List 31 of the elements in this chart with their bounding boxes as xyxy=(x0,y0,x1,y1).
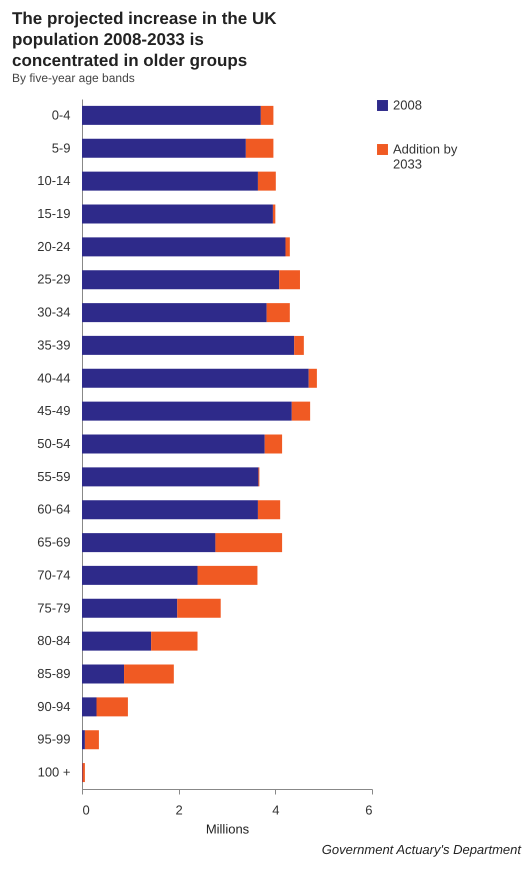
x-tick-label: 4 xyxy=(272,802,280,818)
y-tick-label: 10-14 xyxy=(37,173,70,188)
y-tick-label: 100 + xyxy=(38,764,70,780)
y-tick-label: 70-74 xyxy=(37,567,70,582)
y-tick-label: 45-49 xyxy=(37,403,70,418)
y-tick-label: 60-64 xyxy=(37,502,70,517)
y-tick-label: 65-69 xyxy=(37,534,70,550)
y-tick-label: 25-29 xyxy=(37,272,70,287)
y-tick-label: 20-24 xyxy=(37,238,70,254)
y-tick-label: 85-89 xyxy=(37,666,70,681)
x-tick-label: 2 xyxy=(176,802,183,818)
y-tick-label: 35-39 xyxy=(37,337,70,352)
y-tick-label: 5-9 xyxy=(52,140,70,156)
y-tick-label: 80-84 xyxy=(37,633,70,648)
y-tick-label: 40-44 xyxy=(37,370,70,386)
text: Government Actuary's Department xyxy=(320,842,521,857)
x-tick-label: 0 xyxy=(82,802,90,818)
chart-subtitle: By five-year age bands xyxy=(12,71,135,85)
y-tick-label: 50-54 xyxy=(37,436,70,451)
x-tick-label: 6 xyxy=(365,802,372,818)
x-axis-title: Millions xyxy=(206,822,250,836)
y-tick-label: 90-94 xyxy=(37,698,70,714)
y-tick-label: 75-79 xyxy=(37,600,70,616)
y-tick-label: 95-99 xyxy=(37,732,70,747)
y-tick-label: 55-59 xyxy=(37,468,70,484)
chart-title: The projected increase in the UK population 2008-2033 is concentrated in older groups xyxy=(12,9,278,70)
legend-label: 2008 xyxy=(393,98,422,112)
y-tick-label: 15-19 xyxy=(37,206,70,221)
y-tick-label: 0-4 xyxy=(52,107,70,122)
y-tick-label: 30-34 xyxy=(37,304,70,320)
legend-label: Addition by 2033 xyxy=(393,142,458,172)
